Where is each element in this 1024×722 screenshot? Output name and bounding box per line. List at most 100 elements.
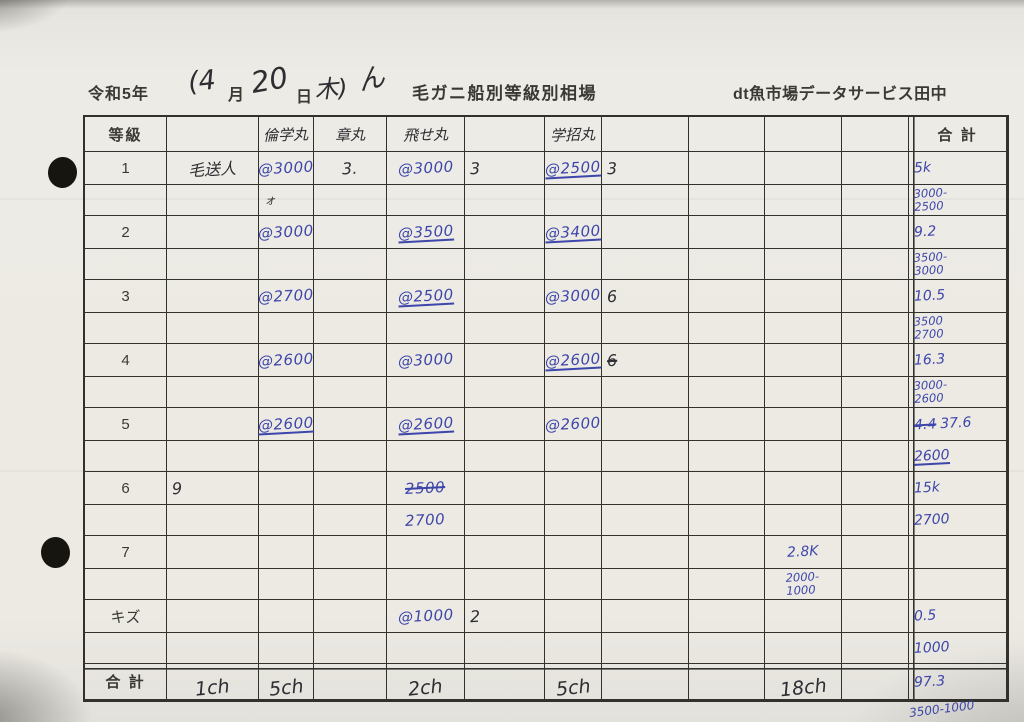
cell-r5c6: @3000: [545, 280, 602, 313]
grid-cell: [314, 249, 387, 280]
cell-r1c6: @2500: [545, 152, 602, 185]
grid-cell: [765, 344, 842, 377]
cell-r1c4: @3000: [387, 152, 465, 185]
cell-r11c4: 2500: [387, 472, 465, 505]
grade-6-range: 2700: [913, 511, 951, 529]
grid-cell: [167, 536, 259, 569]
handwritten-month: (4: [186, 64, 218, 99]
tally-ship-1: 5ch: [259, 664, 314, 700]
grid-cell: [85, 377, 167, 408]
grid-cell: [259, 569, 314, 600]
grid-cell: [85, 569, 167, 600]
cell-r1c2: @3000: [258, 152, 314, 185]
provider-label: dt魚市場データサービス田中: [733, 86, 948, 103]
day-label: 日: [296, 89, 313, 106]
tally-ship-7: 18ch: [765, 664, 842, 701]
grid-cell: [314, 505, 387, 536]
grid-cell: [167, 249, 259, 280]
grid-cell: [259, 536, 314, 569]
grade-6-label: 6: [121, 479, 130, 497]
grid-cell: [602, 313, 689, 344]
tally-ship-4: 5ch: [554, 674, 592, 701]
grid-cell: [85, 505, 167, 536]
ship-name-2: 章丸: [314, 117, 387, 152]
grid-cell: [259, 600, 314, 633]
handwriting: 2700: [404, 509, 447, 531]
grid-cell: [602, 472, 689, 505]
grid-cell: [387, 185, 465, 216]
grid-cell: [387, 377, 465, 408]
grade-2-label: 2: [85, 216, 167, 249]
grid-cell: [314, 280, 387, 313]
grid-cell: [842, 344, 909, 377]
grid-cell: [167, 441, 259, 472]
grid-cell: [842, 664, 909, 700]
grid-cell: [842, 216, 909, 249]
cell-r1c7: 3: [602, 152, 689, 185]
grade-7-total: 2.8K: [765, 536, 842, 569]
handwriting: ォ: [263, 192, 276, 208]
grade-2-total: 9.2: [909, 216, 1007, 249]
tally-ship-4: 5ch: [545, 664, 602, 700]
grid-cell: [314, 441, 387, 472]
grade-3-label: 3: [85, 280, 167, 313]
handwriting: 3.: [341, 158, 359, 178]
grid-cell: [689, 536, 765, 569]
cell-r3c2: @3000: [257, 216, 315, 249]
grid-cell: [689, 344, 765, 377]
grid-cell: [167, 633, 259, 664]
grade-5-label: 5: [121, 415, 130, 433]
grade-column-header: 等級: [108, 126, 143, 144]
grid-cell: [602, 441, 689, 472]
grade-7-range: 2000- 1000: [765, 569, 842, 600]
handwriting: @3000: [397, 157, 454, 179]
grid-cell: [314, 344, 387, 377]
damaged-total: 0.5: [909, 600, 1007, 633]
ship-name-3: 飛せ丸: [387, 117, 465, 152]
grid-cell: [387, 313, 465, 344]
grid-cell: [465, 664, 545, 700]
grid-cell: [545, 569, 602, 600]
grade-4-label: 4: [85, 344, 167, 377]
grid-cell: [314, 216, 387, 249]
grade-7-label: 7: [85, 536, 167, 569]
grid-cell: [689, 313, 765, 344]
grid-cell: [545, 536, 602, 569]
cell-r7c2: @2600: [258, 344, 314, 377]
grid-cell: [465, 216, 545, 249]
grid-cell: [602, 505, 689, 536]
grid-cell: [689, 441, 765, 472]
grade-2-label: 2: [121, 223, 130, 241]
grid-cell: [465, 377, 545, 408]
grid-cell: [387, 441, 465, 472]
cell-r2c2: ォ: [259, 185, 314, 216]
grid-cell: [765, 249, 842, 280]
handwriting: @2600: [544, 349, 602, 371]
grid-cell: [909, 536, 1007, 569]
grid-cell: [765, 185, 842, 216]
grid-cell: [167, 377, 259, 408]
grid-cell: [602, 117, 689, 152]
grid-cell: [465, 408, 545, 441]
grid-cell: [314, 377, 387, 408]
grid-cell: [842, 408, 909, 441]
grade-5-total: 4.4 37.6: [909, 408, 1007, 441]
grid-cell: [387, 633, 465, 664]
grade-6-label: 6: [85, 472, 167, 505]
tally-ship-note: 1ch: [167, 664, 259, 700]
paper-fold-line: [0, 198, 1024, 200]
grade-1-label: 1: [121, 159, 130, 177]
grid-cell: [465, 536, 545, 569]
grid-cell: [465, 185, 545, 216]
handwriting: @3000: [257, 221, 315, 243]
damaged-range: 1000: [913, 639, 951, 657]
grid-cell: [602, 216, 689, 249]
grade-1-total: 5k: [909, 152, 1007, 185]
grid-cell: [689, 249, 765, 280]
grid-cell: [545, 313, 602, 344]
grid-cell: [465, 569, 545, 600]
handwriting: @3000: [397, 349, 454, 371]
grid-cell: [167, 313, 259, 344]
